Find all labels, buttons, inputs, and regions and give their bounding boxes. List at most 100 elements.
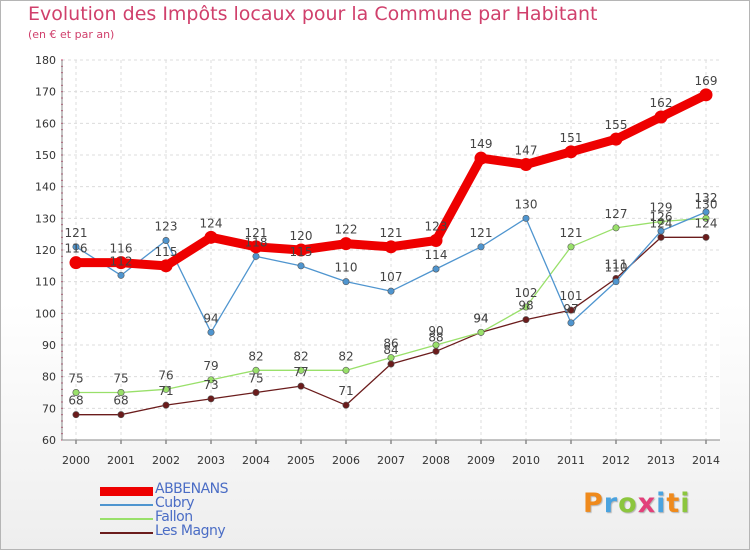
data-label: 75 <box>113 372 128 386</box>
y-tick-label: 170 <box>35 86 56 99</box>
legend-swatch <box>100 504 153 506</box>
data-label: 121 <box>65 226 88 240</box>
data-label: 94 <box>203 311 218 325</box>
data-label: 115 <box>155 245 178 259</box>
data-label: 116 <box>110 242 133 256</box>
data-label: 129 <box>650 201 673 215</box>
logo-letter: x <box>637 488 657 519</box>
y-tick-label: 130 <box>35 212 56 225</box>
data-label: 84 <box>383 343 398 357</box>
data-label: 147 <box>515 144 538 158</box>
logo-letter: P <box>583 488 604 519</box>
logo-letter: i <box>656 488 667 519</box>
data-point <box>207 376 215 384</box>
data-label: 94 <box>473 311 488 325</box>
data-point <box>702 208 710 216</box>
data-point <box>387 354 395 362</box>
data-point <box>117 271 125 279</box>
data-point <box>522 316 530 324</box>
data-label: 71 <box>158 384 173 398</box>
data-point <box>339 237 353 251</box>
data-point <box>342 278 350 286</box>
data-label: 126 <box>650 210 673 224</box>
data-label: 76 <box>158 368 173 382</box>
data-label: 111 <box>605 258 628 272</box>
data-point <box>162 237 170 245</box>
y-tick-label: 60 <box>42 434 56 447</box>
data-point <box>432 341 440 349</box>
data-label: 127 <box>605 207 628 221</box>
data-point <box>567 306 575 314</box>
data-point <box>207 395 215 403</box>
data-point <box>657 227 665 235</box>
data-point <box>72 411 80 419</box>
data-point <box>567 243 575 251</box>
y-tick-label: 140 <box>35 181 56 194</box>
data-label: 123 <box>425 220 448 234</box>
data-label: 120 <box>290 229 313 243</box>
data-point <box>612 278 620 286</box>
legend-label: ABBENANS <box>155 481 229 497</box>
logo-letter: t <box>666 488 681 519</box>
data-label: 124 <box>650 216 673 230</box>
data-point <box>519 158 533 171</box>
data-label: 79 <box>203 359 218 373</box>
data-point <box>252 388 260 396</box>
data-point <box>159 259 173 273</box>
y-tick-label: 80 <box>42 371 56 384</box>
data-point <box>252 366 260 374</box>
data-label: 151 <box>560 131 583 145</box>
chart-title: Evolution des Impôts locaux pour la Comm… <box>28 3 598 25</box>
data-label: 97 <box>563 302 578 316</box>
x-tick-label: 2005 <box>287 454 315 467</box>
x-tick-label: 2013 <box>647 454 675 467</box>
legend-swatch <box>100 518 153 520</box>
legend-label: Cubry <box>155 495 195 511</box>
data-label: 82 <box>338 349 353 363</box>
data-label: 112 <box>110 254 133 268</box>
data-point <box>612 224 620 232</box>
data-point <box>432 265 440 273</box>
x-tick-label: 2007 <box>377 454 405 467</box>
x-tick-label: 2004 <box>242 454 270 467</box>
data-label: 124 <box>695 216 718 230</box>
data-label: 121 <box>470 226 493 240</box>
logo-letter: i <box>680 488 691 519</box>
data-label: 107 <box>380 270 403 284</box>
data-label: 82 <box>248 349 263 363</box>
data-label: 73 <box>203 378 218 392</box>
data-label: 77 <box>293 365 308 379</box>
data-point <box>654 110 668 124</box>
data-label: 121 <box>560 226 583 240</box>
data-point <box>249 240 263 254</box>
data-point <box>699 88 713 102</box>
legend-label: Les Magny <box>155 523 226 539</box>
data-point <box>522 303 530 311</box>
data-label: 94 <box>473 311 488 325</box>
data-label: 118 <box>245 235 268 249</box>
data-point <box>72 243 80 251</box>
data-point <box>702 233 710 241</box>
data-label: 110 <box>335 261 358 275</box>
data-point <box>114 256 128 270</box>
x-tick-label: 2014 <box>692 454 720 467</box>
data-point <box>567 319 575 327</box>
data-point <box>72 388 80 396</box>
data-point <box>342 366 350 374</box>
data-label: 149 <box>470 137 493 151</box>
data-label: 110 <box>605 261 628 275</box>
data-point <box>207 328 215 336</box>
data-point <box>117 388 125 396</box>
y-tick-label: 110 <box>35 276 56 289</box>
x-tick-label: 2008 <box>422 454 450 467</box>
data-label: 162 <box>650 96 673 110</box>
legend-label: Fallon <box>155 509 193 525</box>
data-point <box>477 243 485 251</box>
x-tick-label: 2003 <box>197 454 225 467</box>
y-tick-label: 70 <box>42 402 56 415</box>
data-label: 130 <box>515 197 538 211</box>
data-label: 101 <box>560 289 583 303</box>
data-point <box>477 328 485 336</box>
y-tick-label: 120 <box>35 244 56 257</box>
data-point <box>204 230 218 244</box>
